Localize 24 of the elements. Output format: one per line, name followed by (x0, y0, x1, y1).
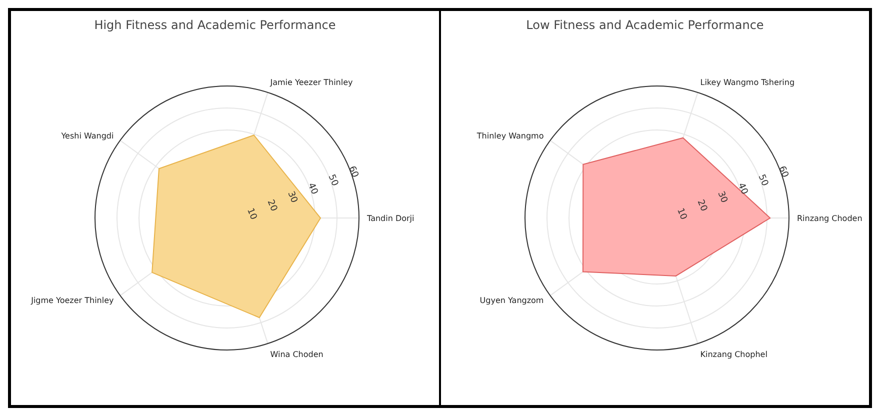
y-tick-label: 10 (674, 206, 688, 222)
spoke-label: Jamie Yeezer Thinley (269, 78, 354, 87)
y-tick-label: 60 (776, 164, 790, 180)
y-tick-label: 40 (306, 182, 320, 196)
y-tick-label: 50 (326, 173, 340, 188)
y-tick-label: 30 (715, 190, 729, 205)
spoke-label: Kinzang Chophel (700, 350, 768, 359)
spoke-label: Rinzang Choden (797, 214, 862, 223)
y-tick-label: 50 (756, 173, 770, 188)
y-tick-label: 60 (346, 164, 360, 180)
y-tick-label: 30 (285, 190, 299, 205)
spoke-label: Wina Choden (270, 350, 324, 359)
spoke-label: Jigme Yoezer Thinley (30, 296, 114, 306)
chart-title: High Fitness and Academic Performance (94, 18, 336, 32)
spoke-label: Yeshi Wangdi (60, 132, 114, 141)
y-tick-label: 10 (244, 206, 258, 222)
y-tick-label: 40 (736, 182, 750, 196)
y-tick-label: 20 (264, 198, 279, 214)
spoke-label: Thinley Wangmo (476, 132, 544, 141)
y-tick-label: 20 (694, 198, 709, 214)
spoke-label: Likey Wangmo Tshering (700, 78, 795, 87)
chart-title: Low Fitness and Academic Performance (526, 18, 764, 32)
spoke-label: Tandin Dorji (366, 214, 414, 223)
spoke-label: Ugyen Yangzom (480, 296, 544, 306)
